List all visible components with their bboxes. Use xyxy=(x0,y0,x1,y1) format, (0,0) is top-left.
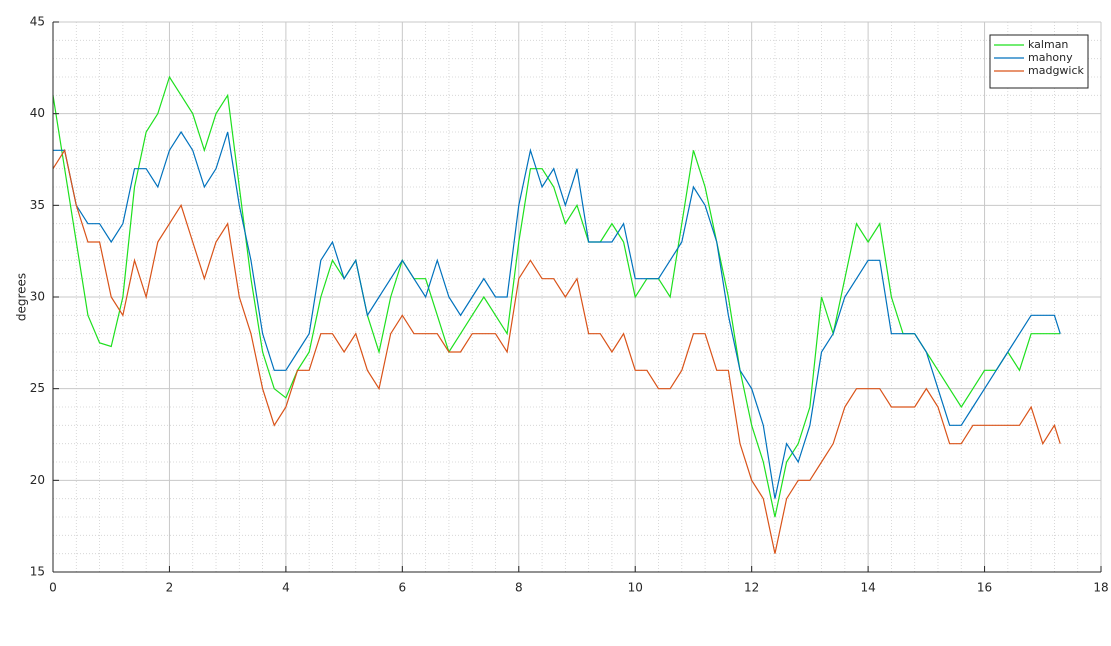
y-tick-label: 40 xyxy=(30,106,45,120)
x-tick-label: 0 xyxy=(49,581,57,595)
x-tick-label: 18 xyxy=(1093,581,1108,595)
legend-label: kalman xyxy=(1028,38,1068,51)
x-tick-label: 2 xyxy=(166,581,174,595)
axes: 0 2 4 6 8 10 12 14 16 18 15 20 25 30 35 40 45 xyxy=(30,15,1109,595)
x-tick-label: 16 xyxy=(977,581,992,595)
y-tick-label: 30 xyxy=(30,290,45,304)
plot-lines xyxy=(52,75,1061,554)
x-tick-label: 4 xyxy=(282,581,290,595)
x-tick-label: 14 xyxy=(860,581,875,595)
x-tick-label: 10 xyxy=(628,581,643,595)
series-line xyxy=(52,148,1061,554)
legend-box xyxy=(989,34,1089,89)
x-tick-label: 6 xyxy=(399,581,407,595)
series-line xyxy=(52,75,1061,518)
x-tick-label: 12 xyxy=(744,581,759,595)
y-tick-label: 15 xyxy=(30,565,45,579)
legend-label: mahony xyxy=(1028,51,1073,64)
x-tick-label: 8 xyxy=(515,581,523,595)
series-line xyxy=(53,130,1061,499)
y-tick-label: 35 xyxy=(30,198,45,212)
y-axis-label: degrees xyxy=(15,273,29,321)
legend-label: madgwick xyxy=(1028,64,1085,77)
y-tick-label: 20 xyxy=(30,473,45,487)
y-tick-label: 25 xyxy=(30,381,45,395)
y-tick-label: 45 xyxy=(30,15,45,29)
